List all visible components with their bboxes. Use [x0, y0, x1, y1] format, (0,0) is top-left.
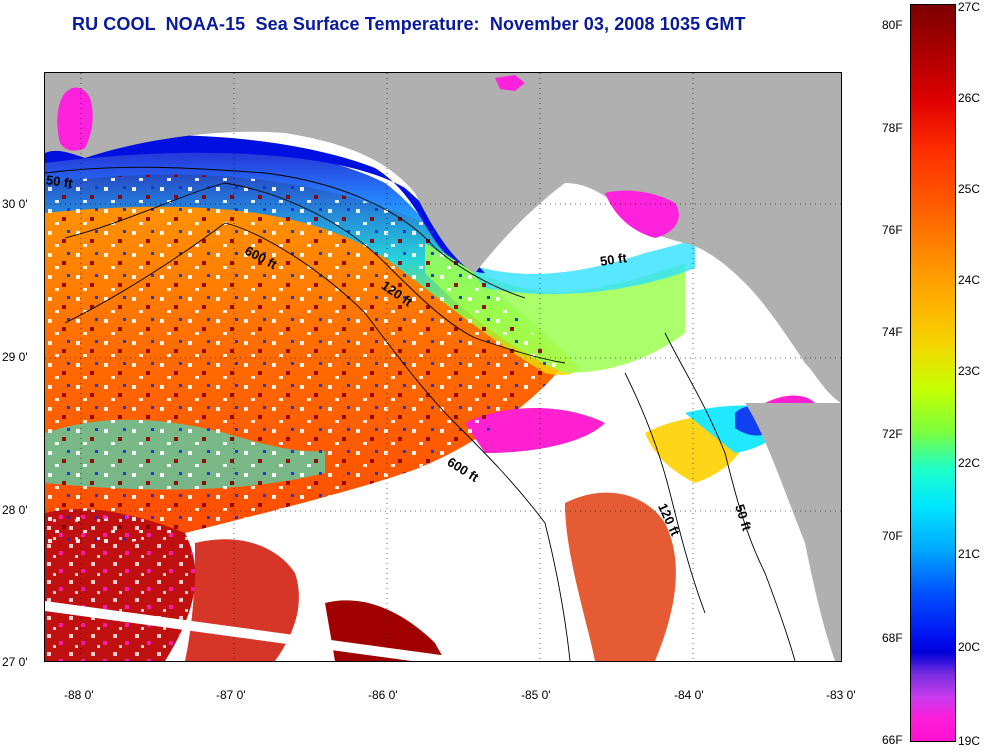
sst-map — [44, 72, 842, 662]
lat-label-29: 29 0' — [2, 350, 28, 364]
lon-label-85: -85 0' — [521, 688, 551, 702]
noise-speckle-south — [45, 509, 196, 661]
mobile-bay — [57, 87, 93, 151]
colorbar-c-label: 22C — [958, 456, 981, 470]
cold-coastal-band — [45, 135, 485, 273]
lat-label-30: 30 0' — [2, 197, 28, 211]
colorbar-c-label: 20C — [958, 640, 981, 654]
colorbar-f-label: 70F — [882, 529, 903, 543]
colorbar-f-label: 76F — [882, 223, 903, 237]
colorbar-c-label: 24C — [958, 273, 981, 287]
colorbar-f-label: 74F — [882, 325, 903, 339]
colorbar-f-label: 68F — [882, 631, 903, 645]
colorbar-c-label: 26C — [958, 91, 981, 105]
lon-label-86: -86 0' — [368, 688, 398, 702]
contour-120ft — [64, 182, 566, 364]
lat-label-27: 27 0' — [2, 655, 28, 669]
colorbar-c-label: 21C — [958, 547, 981, 561]
colorbar-f-label: 72F — [882, 427, 903, 441]
lat-label-28: 28 0' — [2, 503, 28, 517]
colorbar-c-label: 19C — [958, 734, 981, 748]
green-water-region — [425, 243, 685, 373]
warm-patch-east — [565, 492, 676, 661]
lon-label-84: -84 0' — [674, 688, 704, 702]
cyan-water-band — [465, 238, 695, 295]
colorbar-f-label: 80F — [882, 18, 903, 32]
land-mass — [45, 73, 841, 403]
contour-120ft-east — [624, 372, 706, 614]
colorbar-c-label: 23C — [958, 364, 981, 378]
inland-bay — [495, 75, 525, 91]
sst-map-canvas — [45, 73, 841, 661]
lon-label-88: -88 0' — [64, 688, 94, 702]
lon-label-83: -83 0' — [826, 688, 856, 702]
temperature-colorbar — [910, 4, 956, 742]
map-title: RU COOL NOAA-15 Sea Surface Temperature:… — [72, 14, 746, 34]
graticule — [45, 73, 841, 661]
contour-50ft-west — [45, 166, 526, 299]
colorbar-c-label: 25C — [958, 182, 981, 196]
swath-gap — [45, 601, 485, 661]
noise-speckle — [45, 174, 565, 548]
colorbar-f-label: 66F — [882, 733, 903, 747]
contour-600ft — [64, 222, 571, 661]
contour-50ft-east — [664, 332, 796, 661]
colorbar-c-label: 27C — [958, 0, 981, 14]
bathymetry-contours — [45, 166, 796, 661]
land-peninsula — [745, 403, 841, 661]
apalachee-bay-cold — [605, 190, 679, 238]
colorbar-f-label: 78F — [882, 121, 903, 135]
lon-label-87: -87 0' — [216, 688, 246, 702]
